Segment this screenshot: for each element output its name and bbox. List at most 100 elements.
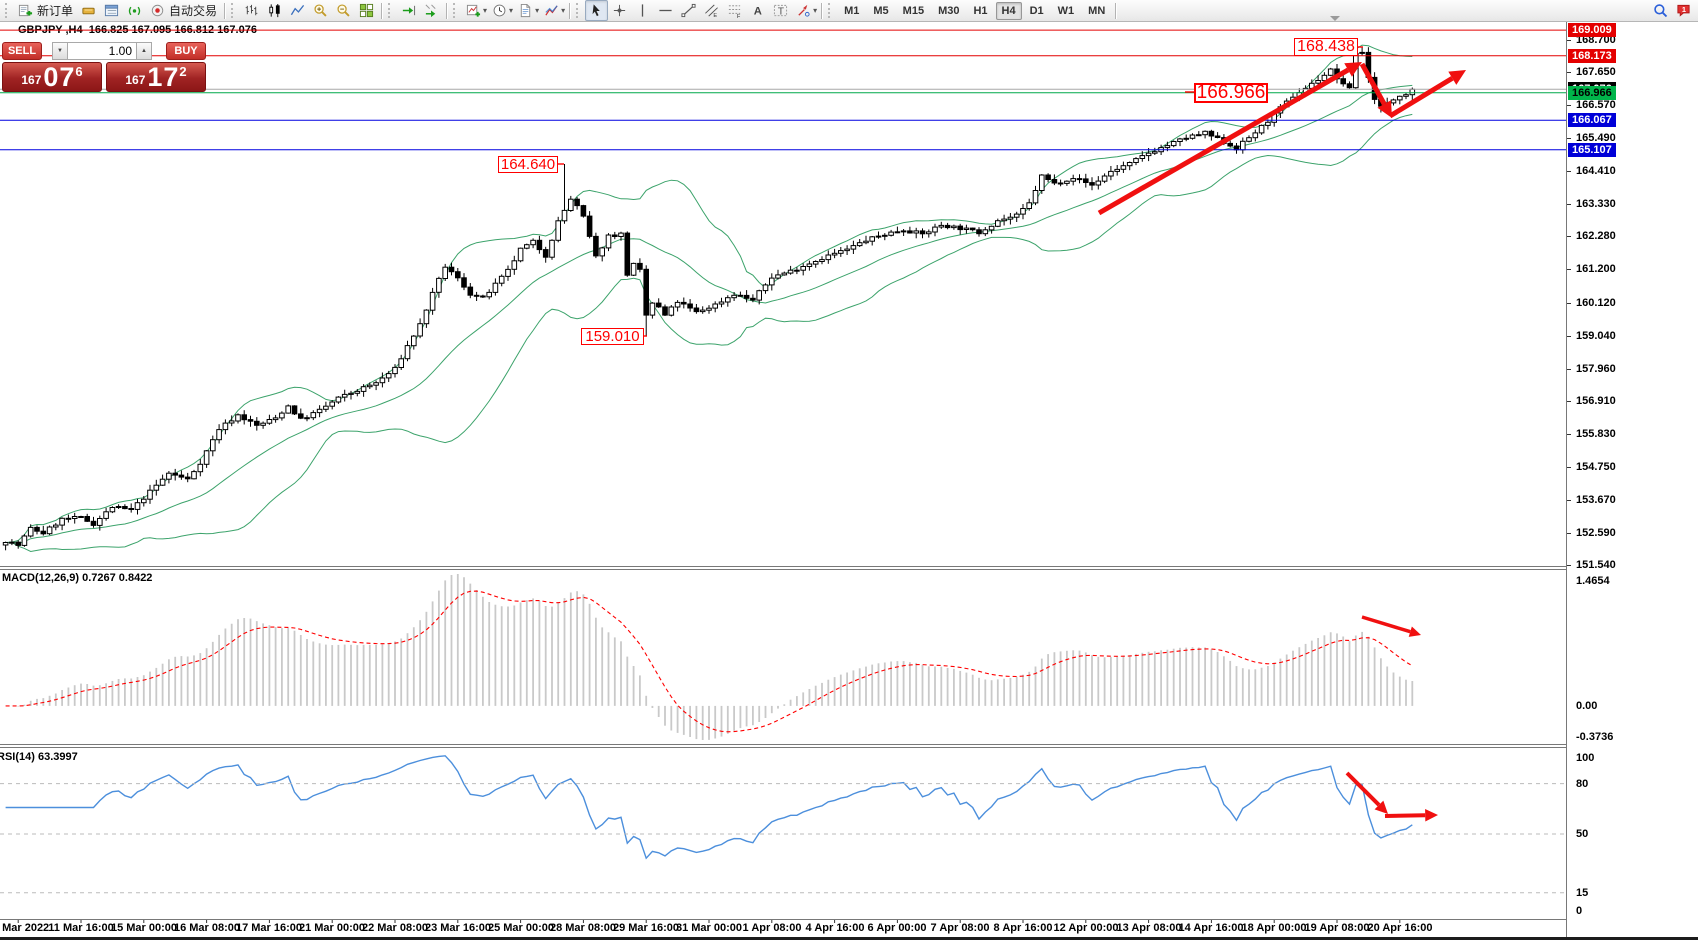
- buy-button[interactable]: BUY: [166, 42, 206, 60]
- market-watch-icon[interactable]: [100, 0, 123, 21]
- price-axis[interactable]: 168.700 167.650 166.570 165.490 164.410 163.3…: [1567, 22, 1698, 937]
- dropdown-caret-icon[interactable]: ▾: [535, 6, 540, 15]
- templates-icon[interactable]: [514, 0, 537, 21]
- buy-price-prefix: 167: [125, 73, 146, 87]
- trend-arrow-macd-0[interactable]: [1361, 615, 1411, 634]
- trendline-icon[interactable]: [677, 0, 700, 21]
- timeframe-w1[interactable]: W1: [1057, 4, 1075, 17]
- rsi-axis-label: 50: [1576, 828, 1589, 840]
- sell-price-display[interactable]: 167 07 6: [2, 62, 102, 92]
- auto-trading-label[interactable]: 自动交易: [169, 4, 218, 18]
- pane-divider[interactable]: [0, 566, 1698, 567]
- candle: [398, 358, 404, 368]
- candle: [593, 235, 599, 257]
- candle: [109, 507, 116, 513]
- pane-divider[interactable]: [0, 569, 1698, 570]
- indicators-list-icon[interactable]: [540, 0, 563, 21]
- bollinger-lower-band[interactable]: [5, 113, 1413, 553]
- timeframe-mn[interactable]: MN: [1088, 4, 1106, 17]
- crosshair-icon[interactable]: [608, 0, 631, 21]
- dropdown-caret-icon[interactable]: ▾: [483, 6, 488, 15]
- price-badge-168.173: 168.173: [1568, 49, 1616, 63]
- volume-increase-button[interactable]: ▲: [136, 42, 152, 60]
- time-tick-label: 8 Apr 16:00: [993, 922, 1053, 934]
- vertical-line-icon[interactable]: [631, 0, 654, 21]
- candle: [1409, 88, 1416, 96]
- trend-arrow-main-0[interactable]: [1097, 67, 1350, 216]
- cursor-icon[interactable]: [585, 0, 609, 21]
- trend-arrow-rsi-1-head: [1425, 809, 1438, 822]
- dropdown-caret-icon[interactable]: ▾: [509, 6, 514, 15]
- candle: [637, 262, 643, 270]
- periods-icon[interactable]: [488, 0, 511, 21]
- chart-shift-icon[interactable]: [397, 0, 420, 21]
- sell-price-prefix: 167: [21, 73, 42, 87]
- candle: [856, 242, 863, 247]
- time-tick-label: 12 Apr 00:00: [1053, 922, 1119, 934]
- price-label-166966[interactable]: 166.966: [1194, 82, 1268, 103]
- timeframe-m5[interactable]: M5: [873, 4, 889, 17]
- zoom-in-icon[interactable]: [309, 0, 332, 21]
- candle: [718, 301, 725, 305]
- line-chart-icon[interactable]: [286, 0, 309, 21]
- timeframe-h1[interactable]: H1: [973, 4, 988, 17]
- sell-button[interactable]: SELL: [2, 42, 42, 60]
- fibonacci-icon[interactable]: F: [723, 0, 746, 21]
- auto-scroll-icon[interactable]: [420, 0, 443, 21]
- text-icon[interactable]: A: [746, 0, 769, 21]
- volume-decrease-button[interactable]: ▼: [52, 42, 68, 60]
- auto-trading-icon[interactable]: [146, 0, 169, 21]
- trend-arrow-main-2[interactable]: [1388, 76, 1454, 119]
- candle: [549, 239, 555, 258]
- candle: [926, 231, 932, 235]
- pane-divider[interactable]: [0, 744, 1698, 745]
- dropdown-caret-icon[interactable]: ▾: [561, 6, 566, 15]
- sell-price-big: 07: [43, 62, 76, 92]
- equidistant-channel-icon[interactable]: E: [700, 0, 723, 21]
- arrows-icon[interactable]: [792, 0, 815, 21]
- new-order-icon[interactable]: [14, 0, 37, 21]
- new-order-label[interactable]: 新订单: [37, 4, 74, 18]
- pane-divider[interactable]: [0, 747, 1698, 748]
- volume-input[interactable]: [68, 42, 136, 60]
- candlestick-chart-icon[interactable]: [263, 0, 286, 21]
- candle: [310, 412, 317, 419]
- price-label-168438[interactable]: 168.438: [1294, 38, 1358, 56]
- signals-icon[interactable]: [123, 0, 146, 21]
- notifications-icon[interactable]: 1: [1672, 0, 1695, 21]
- candle: [1327, 68, 1334, 76]
- timeframe-m15[interactable]: M15: [902, 4, 925, 17]
- candle: [505, 268, 511, 277]
- candle: [348, 392, 354, 395]
- search-icon[interactable]: [1649, 0, 1672, 21]
- candle: [699, 309, 706, 313]
- buy-price-display[interactable]: 167 17 2: [106, 62, 206, 92]
- trend-arrow-rsi-0[interactable]: [1345, 771, 1381, 807]
- trend-arrow-rsi-1[interactable]: [1384, 813, 1426, 818]
- zoom-out-icon[interactable]: [332, 0, 355, 21]
- dropdown-caret-icon[interactable]: ▾: [813, 6, 818, 15]
- add-indicator-icon[interactable]: [462, 0, 485, 21]
- profile-icon[interactable]: [77, 0, 100, 21]
- price-label-159010[interactable]: 159.010: [581, 328, 644, 345]
- timeframe-h4[interactable]: H4: [995, 1, 1022, 20]
- chevron-down-icon[interactable]: [1330, 16, 1340, 21]
- tile-windows-icon[interactable]: [355, 0, 378, 21]
- timeframe-m1[interactable]: M1: [844, 4, 860, 17]
- timeframe-m30[interactable]: M30: [938, 4, 960, 17]
- timeframe-d1[interactable]: D1: [1029, 4, 1044, 17]
- candle: [756, 290, 763, 301]
- candle: [373, 382, 379, 386]
- price-badge-165.107: 165.107: [1568, 143, 1616, 157]
- bar-chart-icon[interactable]: [240, 0, 263, 21]
- candle: [316, 408, 323, 414]
- price-label-164640[interactable]: 164.640: [498, 156, 558, 173]
- bollinger-upper-band[interactable]: [5, 44, 1413, 543]
- horizontal-line-icon[interactable]: [654, 0, 677, 21]
- candle: [360, 386, 367, 392]
- text-label-icon[interactable]: T: [769, 0, 792, 21]
- trend-arrow-main-1[interactable]: [1359, 62, 1387, 106]
